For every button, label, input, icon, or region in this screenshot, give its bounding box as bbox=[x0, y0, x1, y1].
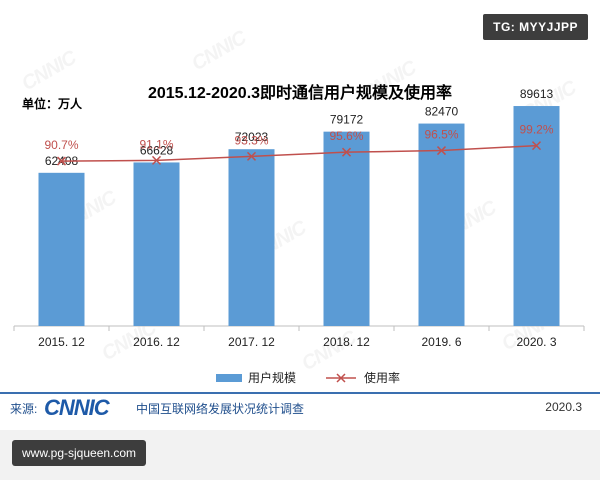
legend-swatch-bar bbox=[216, 374, 242, 382]
chart-title: 2015.12-2020.3即时通信用户规模及使用率 bbox=[148, 83, 452, 102]
rate-value-label: 96.5% bbox=[424, 128, 458, 142]
bar bbox=[228, 149, 275, 326]
cnnic-logo: CNNIC bbox=[44, 395, 110, 420]
rate-line bbox=[61, 144, 537, 162]
x-tick-label: 2019. 6 bbox=[421, 335, 461, 349]
x-tick-label: 2018. 12 bbox=[323, 335, 370, 349]
url-badge[interactable]: www.pg-sjqueen.com bbox=[12, 440, 147, 466]
rate-point bbox=[56, 156, 67, 166]
bar-value-label: 79172 bbox=[330, 113, 364, 127]
bar bbox=[323, 131, 370, 326]
x-tick-label: 2017. 12 bbox=[228, 335, 275, 349]
unit-label: 单位：万人 bbox=[22, 96, 83, 111]
rate-value-label: 90.7% bbox=[44, 138, 78, 152]
bar bbox=[133, 162, 180, 326]
source-date: 2020.3 bbox=[545, 400, 582, 414]
rate-value-label: 99.2% bbox=[519, 123, 553, 137]
rate-point bbox=[531, 141, 542, 151]
corner-badge: TG: MYYJJPP bbox=[483, 14, 588, 40]
rate-point bbox=[151, 155, 162, 165]
x-tick-label: 2015. 12 bbox=[38, 335, 85, 349]
rate-point bbox=[436, 146, 447, 156]
x-tick-label: 2020. 3 bbox=[516, 335, 556, 349]
source-bar: 来源: CNNIC 中国互联网络发展状况统计调查 2020.3 bbox=[0, 392, 600, 420]
rate-point bbox=[246, 151, 257, 161]
x-tick-label: 2016. 12 bbox=[133, 335, 180, 349]
bar-value-label: 66628 bbox=[140, 143, 174, 157]
chart-card: CNNIC CNNIC CNNIC CNNIC CNNIC CNNIC CNNIC CNNIC… bbox=[0, 0, 600, 430]
legend-label-line: 使用率 bbox=[364, 370, 400, 385]
bar bbox=[38, 172, 85, 326]
legend-swatch-marker bbox=[336, 373, 346, 383]
rate-value-label: 93.3% bbox=[234, 133, 268, 147]
bar bbox=[418, 123, 465, 327]
legend-label-bar: 用户规模 bbox=[248, 370, 296, 385]
bar-value-label: 89613 bbox=[520, 87, 554, 101]
source-label: 来源: bbox=[10, 402, 38, 416]
bar bbox=[513, 106, 560, 326]
source-divider bbox=[0, 392, 600, 394]
bar-value-label: 82470 bbox=[425, 105, 459, 119]
rate-value-label: 95.6% bbox=[329, 129, 363, 143]
rate-value-label: 91.1% bbox=[139, 137, 173, 151]
bar-value-label: 72023 bbox=[235, 130, 269, 144]
chart: 2015.12-2020.3即时通信用户规模及使用率单位：万人624082015… bbox=[13, 83, 585, 385]
source-org: 中国互联网络发展状况统计调查 bbox=[136, 402, 305, 416]
rate-point bbox=[341, 147, 352, 157]
